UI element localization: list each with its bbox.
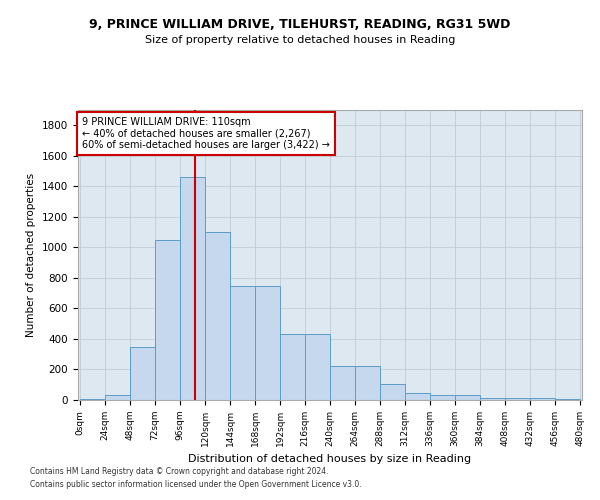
- Text: Contains HM Land Registry data © Crown copyright and database right 2024.: Contains HM Land Registry data © Crown c…: [30, 467, 329, 476]
- Bar: [280, 334, 305, 400]
- Text: 9, PRINCE WILLIAM DRIVE, TILEHURST, READING, RG31 5WD: 9, PRINCE WILLIAM DRIVE, TILEHURST, READ…: [89, 18, 511, 30]
- Y-axis label: Number of detached properties: Number of detached properties: [26, 173, 37, 337]
- Bar: [405, 393, 430, 400]
- Bar: [230, 286, 255, 400]
- Bar: [155, 240, 180, 400]
- Bar: [180, 177, 205, 400]
- Text: Contains public sector information licensed under the Open Government Licence v3: Contains public sector information licen…: [30, 480, 362, 489]
- Bar: [430, 396, 455, 400]
- X-axis label: Distribution of detached houses by size in Reading: Distribution of detached houses by size …: [188, 454, 472, 464]
- Bar: [205, 232, 230, 400]
- Bar: [305, 334, 330, 400]
- Bar: [455, 396, 480, 400]
- Bar: [255, 286, 280, 400]
- Bar: [480, 398, 505, 400]
- Bar: [530, 398, 555, 400]
- Bar: [330, 366, 355, 400]
- Bar: [555, 399, 580, 400]
- Bar: [355, 366, 380, 400]
- Bar: [380, 384, 405, 400]
- Text: 9 PRINCE WILLIAM DRIVE: 110sqm
← 40% of detached houses are smaller (2,267)
60% : 9 PRINCE WILLIAM DRIVE: 110sqm ← 40% of …: [82, 117, 330, 150]
- Bar: [80, 399, 105, 400]
- Bar: [130, 346, 155, 400]
- Bar: [505, 398, 530, 400]
- Text: Size of property relative to detached houses in Reading: Size of property relative to detached ho…: [145, 35, 455, 45]
- Bar: [105, 396, 130, 400]
